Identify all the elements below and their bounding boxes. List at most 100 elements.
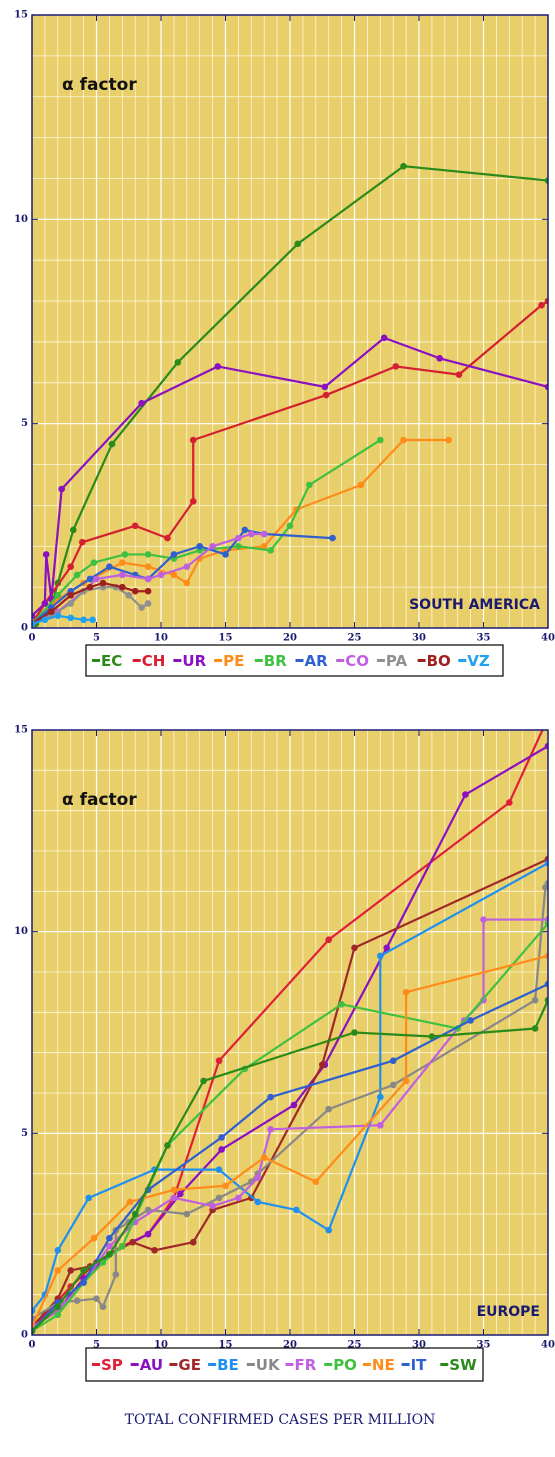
- series-layer: [32, 162, 548, 628]
- series-layer: [32, 730, 548, 1335]
- data-point: [267, 547, 274, 554]
- data-point: [108, 440, 116, 448]
- legend-label: SW: [449, 1356, 477, 1374]
- data-point: [79, 538, 86, 546]
- data-point: [218, 1146, 225, 1153]
- data-point: [436, 354, 443, 362]
- data-point: [144, 600, 152, 607]
- data-point: [106, 1234, 113, 1242]
- data-point: [157, 571, 165, 579]
- data-point: [377, 436, 384, 444]
- data-point: [32, 612, 36, 620]
- data-point: [189, 1238, 197, 1246]
- data-point: [325, 936, 333, 944]
- data-point: [86, 583, 94, 591]
- data-point: [131, 522, 139, 530]
- data-point: [544, 952, 548, 960]
- y-tick-label: 5: [21, 1128, 28, 1139]
- x-axis-label: TOTAL CONFIRMED CASES PER MILLION: [125, 1412, 436, 1428]
- data-point: [93, 575, 100, 583]
- legend-label: NE: [372, 1356, 395, 1374]
- x-tick-label: 0: [29, 1340, 36, 1351]
- data-point: [544, 383, 548, 391]
- x-tick-label: 35: [477, 633, 491, 644]
- data-point: [67, 563, 74, 570]
- data-point: [544, 996, 548, 1004]
- data-point: [467, 1017, 474, 1024]
- data-point: [54, 1247, 62, 1254]
- data-point: [86, 575, 94, 583]
- y-tick-label: 0: [21, 623, 28, 634]
- data-point: [389, 1057, 397, 1065]
- x-tick-label: 15: [219, 1340, 233, 1351]
- legend-label: VZ: [467, 652, 490, 670]
- data-point: [32, 1327, 36, 1335]
- data-point: [42, 551, 50, 558]
- data-point: [48, 608, 55, 615]
- data-point: [99, 1259, 107, 1266]
- y-tick-label: 5: [21, 418, 28, 429]
- data-point: [235, 542, 242, 550]
- data-point: [106, 563, 113, 570]
- legend-label: PO: [333, 1356, 357, 1374]
- data-point: [80, 1267, 87, 1274]
- data-point: [121, 551, 129, 558]
- data-point: [58, 485, 65, 493]
- data-point: [544, 920, 548, 927]
- region-label: EUROPE: [477, 1304, 540, 1320]
- data-point: [32, 620, 36, 628]
- data-point: [73, 571, 81, 579]
- series-line: [32, 983, 548, 1332]
- x-tick-label: 5: [93, 633, 100, 644]
- legend-box: [85, 644, 504, 677]
- data-point: [41, 616, 49, 624]
- plot-frame: [31, 729, 549, 1336]
- data-point: [260, 1154, 268, 1161]
- data-point: [131, 1210, 139, 1218]
- data-point: [90, 559, 98, 566]
- data-point: [338, 1000, 345, 1008]
- data-point: [260, 530, 268, 538]
- data-point: [222, 551, 229, 558]
- data-point: [357, 481, 365, 489]
- x-tick-label: 0: [29, 633, 36, 644]
- data-point: [80, 1279, 87, 1286]
- legend-label: UK: [256, 1356, 281, 1374]
- data-point: [383, 944, 391, 952]
- data-point: [54, 1311, 62, 1319]
- data-point: [183, 1210, 191, 1218]
- data-point: [54, 1267, 62, 1274]
- data-point: [235, 1194, 242, 1202]
- data-point: [293, 1206, 300, 1214]
- x-tick-label: 40: [541, 1340, 555, 1351]
- legend-label: BE: [217, 1356, 239, 1374]
- data-point: [164, 1142, 171, 1149]
- data-point: [170, 571, 178, 579]
- x-tick-label: 25: [348, 633, 362, 644]
- data-point: [480, 916, 487, 923]
- x-tick-label: 35: [477, 1340, 491, 1351]
- legend-label: GE: [178, 1356, 201, 1374]
- plot-frame: [31, 14, 549, 629]
- annotation: α factor: [62, 790, 137, 810]
- data-point: [151, 1247, 158, 1254]
- data-point: [260, 542, 268, 550]
- legend-label: CO: [345, 652, 369, 670]
- data-point: [351, 944, 358, 952]
- data-point: [138, 604, 145, 611]
- data-point: [215, 1057, 223, 1065]
- data-point: [54, 592, 62, 599]
- x-tick-label: 25: [348, 1340, 362, 1351]
- data-point: [389, 1081, 397, 1089]
- data-point: [286, 522, 294, 530]
- data-point: [85, 1194, 93, 1202]
- data-point: [329, 534, 336, 542]
- data-point: [67, 600, 74, 607]
- data-point: [531, 996, 539, 1004]
- data-point: [306, 481, 313, 489]
- data-point: [144, 1230, 152, 1238]
- x-tick-label: 10: [154, 1340, 168, 1351]
- data-point: [177, 1190, 184, 1198]
- data-point: [218, 1134, 225, 1141]
